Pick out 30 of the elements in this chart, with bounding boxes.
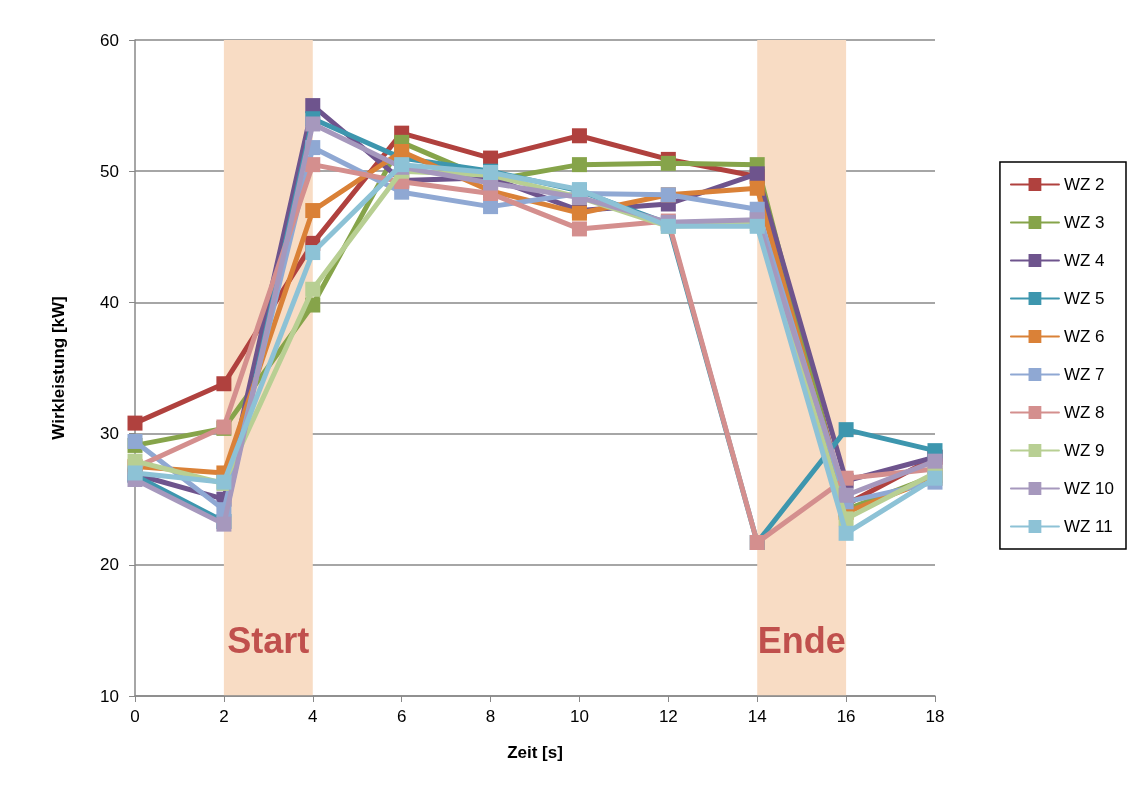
legend-label: WZ 3: [1063, 213, 1105, 232]
y-axis-title: Wirkleistung [kW]: [49, 296, 68, 440]
y-tick-label: 50: [100, 161, 119, 181]
legend-label: WZ 5: [1063, 289, 1105, 308]
legend-label: WZ 6: [1063, 327, 1105, 346]
x-tick-label: 18: [925, 707, 945, 726]
y-tick-label: 60: [100, 30, 119, 50]
band-label: Ende: [757, 619, 846, 661]
legend-label: WZ 7: [1063, 365, 1105, 384]
x-tick-label: 10: [569, 707, 589, 726]
x-axis-title: Zeit [s]: [507, 743, 563, 762]
y-tick-label: 10: [100, 686, 119, 706]
x-tick-label: 0: [130, 707, 140, 726]
y-tick-label: 20: [100, 555, 119, 575]
legend-label: WZ 8: [1063, 403, 1105, 422]
x-tick-label: 12: [658, 707, 678, 726]
band-label: Start: [227, 619, 310, 661]
x-tick-label: 4: [308, 707, 318, 726]
x-tick-label: 6: [396, 707, 407, 726]
x-tick-label: 2: [219, 707, 229, 726]
x-tick-label: 16: [836, 707, 856, 726]
legend-label: WZ 9: [1063, 441, 1105, 460]
y-tick-label: 40: [100, 292, 119, 312]
x-tick-label: 14: [747, 707, 767, 726]
y-tick-label: 30: [100, 424, 119, 444]
legend-label: WZ 10: [1063, 479, 1114, 498]
legend-label: WZ 11: [1063, 517, 1113, 536]
legend-label: WZ 4: [1063, 251, 1105, 270]
x-tick-label: 8: [485, 707, 496, 726]
legend-label: WZ 2: [1063, 175, 1105, 194]
